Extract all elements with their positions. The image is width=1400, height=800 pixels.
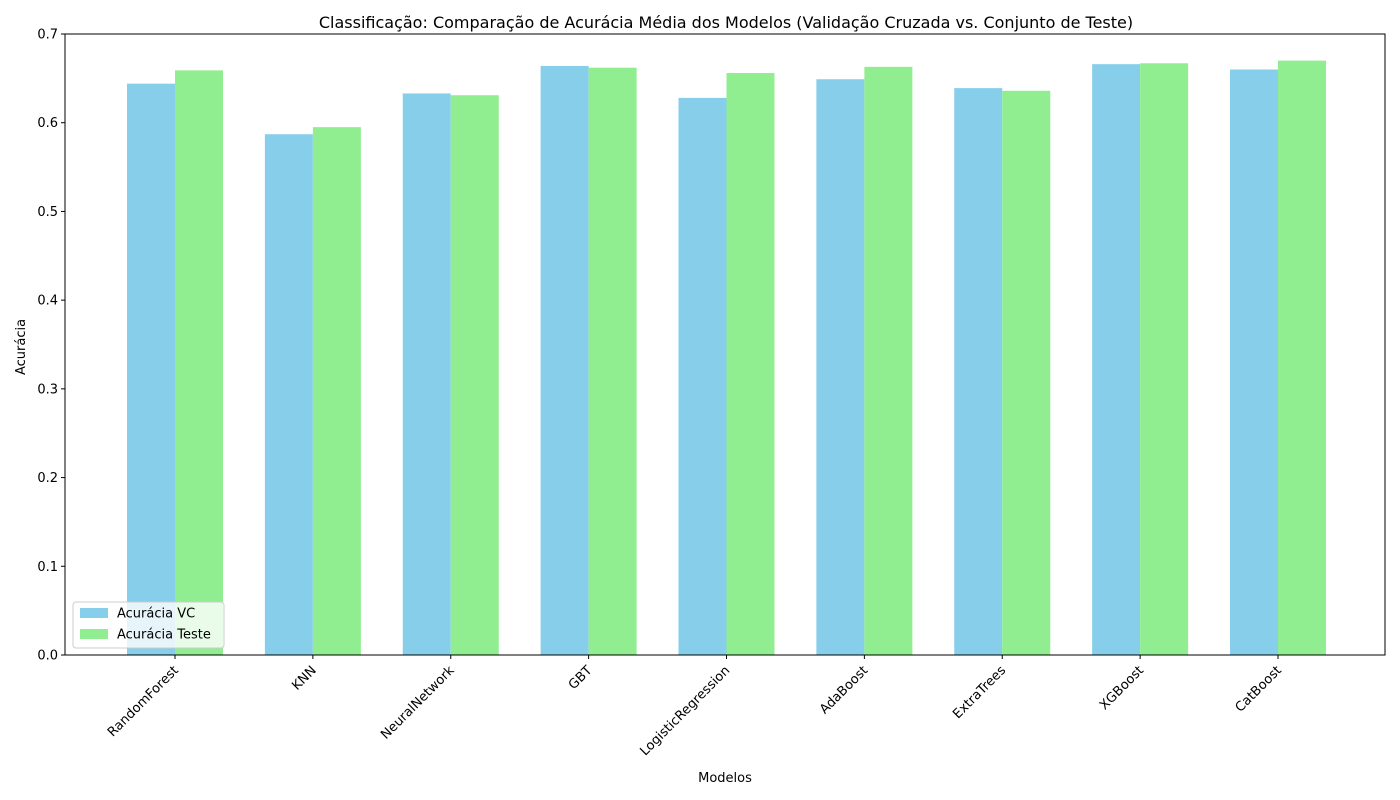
x-tick-label: ExtraTrees	[950, 663, 1009, 722]
bar-teste-extratrees	[1002, 90, 1051, 655]
bar-vc-neuralnetwork	[402, 93, 451, 655]
legend-swatch	[80, 608, 108, 618]
y-tick-label: 0.5	[37, 205, 58, 220]
x-tick-label: AdaBoost	[817, 663, 871, 717]
y-tick-label: 0.6	[37, 116, 58, 131]
y-axis: 0.0 0.1 0.2 0.3 0.4 0.5 0.6 0.7	[37, 28, 65, 664]
y-tick-label: 0.7	[37, 28, 58, 43]
bars-group	[127, 60, 1326, 656]
bar-teste-catboost	[1278, 60, 1326, 656]
legend-label: Acurácia Teste	[117, 628, 211, 643]
y-axis-label: Acurácia	[14, 319, 29, 375]
bar-vc-adaboost	[816, 79, 865, 656]
bar-teste-adaboost	[864, 66, 913, 656]
bar-vc-randomforest	[127, 83, 175, 656]
x-axis-label: Modelos	[698, 771, 752, 786]
y-tick-label: 0.0	[37, 649, 58, 664]
bar-vc-logisticregression	[678, 97, 727, 656]
y-tick-label: 0.4	[37, 294, 58, 309]
x-tick-label: CatBoost	[1233, 663, 1285, 715]
plot-frame	[64, 33, 1386, 656]
bar-teste-xgboost	[1140, 63, 1189, 656]
bar-teste-neuralnetwork	[450, 95, 499, 655]
bar-teste-knn	[312, 127, 361, 655]
x-tick-label: GBT	[566, 663, 596, 693]
y-tick-label: 0.3	[37, 382, 58, 397]
bar-vc-knn	[264, 134, 313, 656]
bar-teste-randomforest	[175, 70, 223, 655]
x-tick-label: LogisticRegression	[637, 663, 733, 759]
legend-label: Acurácia VC	[117, 607, 195, 622]
x-tick-label: XGBoost	[1097, 663, 1147, 713]
bar-teste-logisticregression	[726, 73, 775, 655]
chart-title: Classificação: Comparação de Acurácia Mé…	[319, 13, 1133, 32]
bar-vc-gbt	[540, 65, 589, 656]
legend-swatch	[80, 629, 108, 639]
y-tick-label: 0.2	[37, 471, 58, 486]
legend: Acurácia VC Acurácia Teste	[72, 601, 225, 649]
y-tick-label: 0.1	[37, 560, 58, 575]
bar-vc-catboost	[1230, 69, 1278, 655]
bar-vc-xgboost	[1092, 64, 1141, 656]
bar-teste-gbt	[588, 67, 637, 655]
bar-vc-extratrees	[954, 88, 1003, 655]
legend-box	[72, 601, 225, 649]
x-tick-label: RandomForest	[105, 663, 182, 740]
x-axis: RandomForest KNN NeuralNetwork GBT LogisticR…	[105, 655, 1285, 759]
x-tick-label: NeuralNetwork	[378, 663, 458, 743]
x-tick-label: KNN	[289, 663, 319, 693]
